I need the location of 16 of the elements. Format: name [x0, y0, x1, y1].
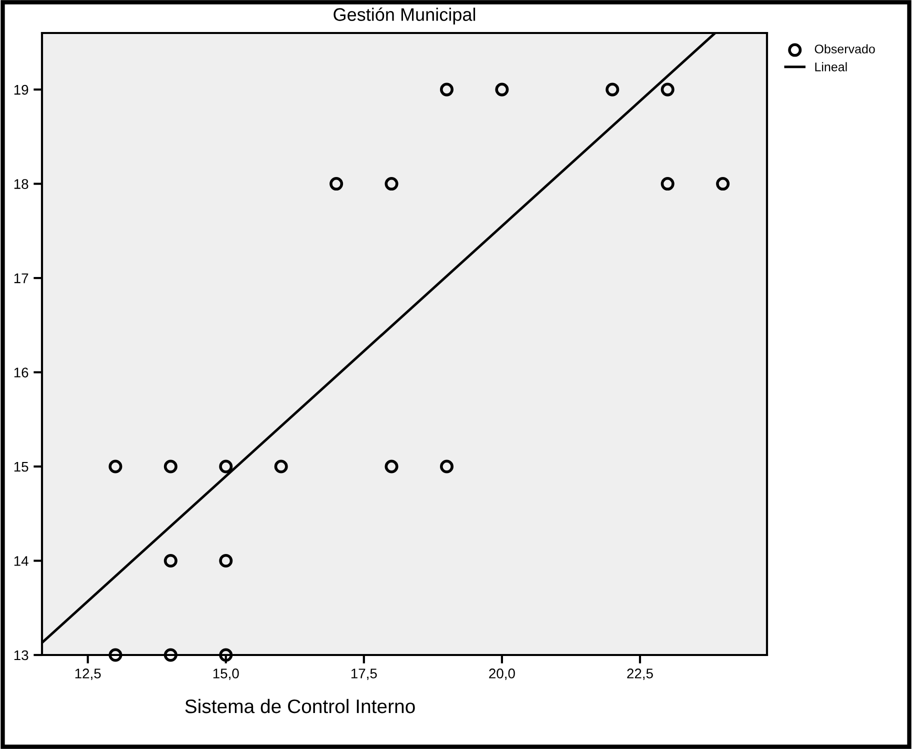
- y-tick-label: 13: [14, 650, 28, 660]
- x-tick-label: 15,0: [213, 668, 239, 680]
- legend-label: Observado: [814, 44, 875, 54]
- chart-title: Gestión Municipal: [334, 7, 476, 25]
- legend-label: Lineal: [815, 62, 847, 72]
- y-tick-label: 18: [14, 179, 28, 189]
- x-tick-label: 12,5: [75, 668, 101, 680]
- x-tick-label: 17,5: [351, 668, 377, 680]
- y-tick-label: 16: [14, 368, 28, 378]
- y-tick-label: 17: [14, 274, 28, 284]
- x-axis-title: Sistema de Control Interno: [185, 698, 415, 714]
- x-tick-label: 22,5: [627, 668, 653, 680]
- y-tick-label: 14: [14, 556, 28, 566]
- y-tick-label: 15: [14, 462, 28, 472]
- x-tick-label: 20,0: [489, 668, 515, 680]
- y-tick-label: 19: [14, 84, 28, 95]
